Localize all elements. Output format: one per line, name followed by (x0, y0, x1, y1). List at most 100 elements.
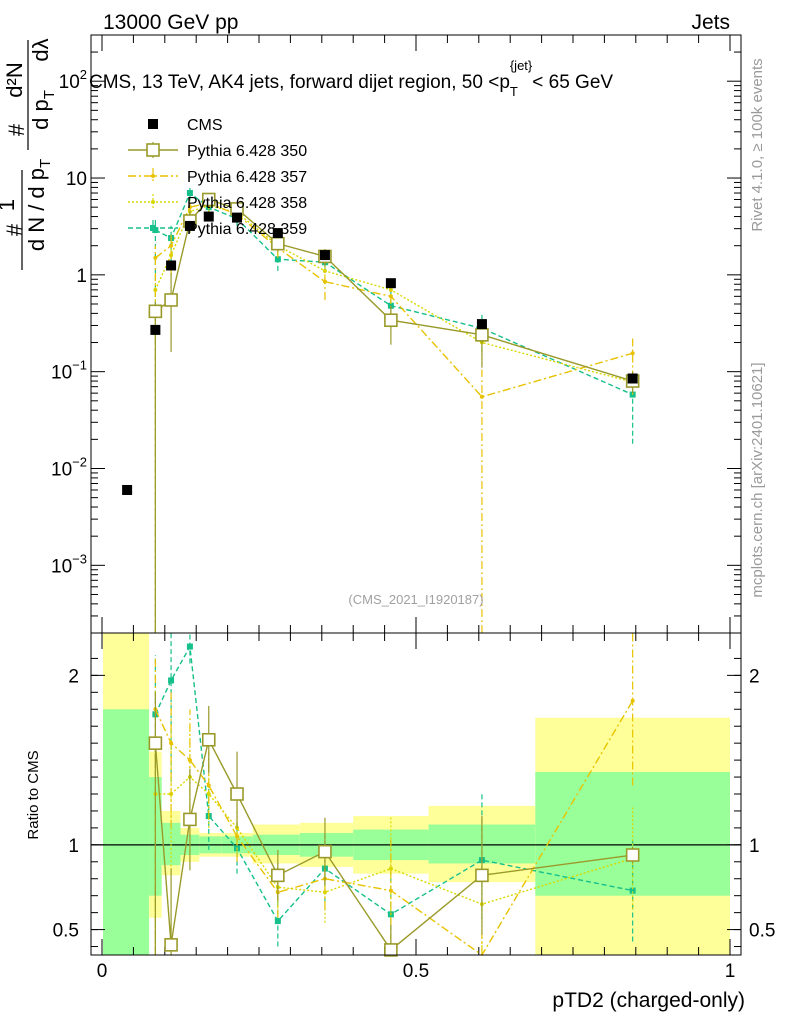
main-series-p357 (153, 198, 635, 633)
y-tick-exponent: 2 (80, 67, 87, 82)
main-point-cms (150, 324, 161, 335)
y-tick-base: 10 (51, 556, 72, 577)
ratio-point-p357 (169, 741, 174, 746)
ratio-point-p357 (630, 698, 635, 703)
y-tick-label: 10−1 (51, 358, 87, 384)
y-label-d2n: d²N (2, 62, 27, 97)
y-label-dl: dλ (28, 38, 53, 61)
main-point-cms (627, 373, 638, 384)
ratio-line-p358 (155, 776, 633, 905)
ratio-series-p350 (148, 692, 640, 957)
main-series-p359 (152, 186, 636, 633)
y-tick-base: 10 (59, 72, 80, 93)
y-label-hash-num: # (4, 123, 29, 136)
main-point-p357 (169, 243, 174, 248)
main-point-cms (184, 220, 195, 231)
main-point-p357 (388, 294, 393, 299)
ratio-y-tick-label-right: 2 (749, 666, 760, 687)
ratio-point-p359 (629, 887, 636, 894)
legend-entry: Pythia 6.428 357 (128, 168, 307, 186)
ratio-point-p350 (625, 848, 640, 862)
ratio-point-p350 (318, 844, 332, 859)
x-tick-label: 1 (725, 961, 736, 982)
ratio-frame (90, 632, 742, 956)
ratio-y-tick-label-left: 0.5 (53, 921, 79, 942)
legend-label: Pythia 6.428 350 (187, 143, 307, 160)
ratio-point-p358 (206, 792, 211, 796)
ratio-y-tick-label-left: 2 (68, 666, 79, 687)
legend-label: CMS (187, 117, 223, 134)
title-prefix: CMS, 13 TeV, AK4 jets, forward dijet reg… (89, 72, 510, 93)
ratio-point-p350 (183, 812, 197, 827)
main-series-layer (122, 186, 640, 633)
y-tick-base: 10 (51, 459, 72, 480)
ratio-point-p357 (187, 758, 192, 763)
ratio-y-tick-label-right: 1 (749, 836, 760, 857)
ratio-y-label: Ratio to CMS (25, 750, 42, 839)
legend-marker-cms (148, 119, 158, 129)
main-point-p358 (322, 268, 327, 273)
ratio-line-p359 (154, 644, 633, 923)
main-point-cms (385, 278, 396, 289)
y-label-one: 1 (0, 199, 19, 211)
legend-marker-p350 (146, 143, 160, 157)
main-point-p357 (153, 255, 158, 260)
ratio-point-p359 (186, 643, 193, 650)
ratio-band-green (103, 709, 150, 955)
legend: CMS Pythia 6.428 350 Pythia 6.428 357 Pythi… (128, 117, 307, 238)
main-point-p359 (186, 190, 193, 197)
ratio-panel: 0.5 0.5 1 1 2 2 0 0.5 1 Ratio to CMS (25, 632, 775, 982)
main-line-p350 (154, 198, 633, 382)
main-series-p358 (153, 200, 635, 633)
main-point-cms (476, 319, 487, 330)
ratio-point-p350 (230, 787, 244, 801)
ratio-point-p350 (271, 868, 285, 883)
y-label-hash: # (2, 223, 27, 236)
main-point-p350 (201, 192, 216, 207)
main-point-p350 (148, 304, 163, 319)
main-point-cms (166, 260, 177, 271)
main-point-p357 (187, 205, 192, 210)
legend-entry: CMS (148, 117, 223, 134)
main-point-cms (272, 228, 283, 239)
ratio-line-p357 (154, 700, 634, 957)
main-point-p358 (388, 287, 393, 292)
title-suffix: < 65 GeV (532, 72, 613, 93)
y-tick-exponent: −1 (72, 358, 87, 373)
main-point-p357 (322, 279, 327, 284)
title-sub: T (510, 84, 518, 99)
ratio-point-p357 (206, 783, 211, 788)
ratio-point-p359 (168, 677, 175, 684)
main-point-p350 (271, 236, 285, 251)
legend-label: Pythia 6.428 359 (187, 221, 307, 238)
ratio-point-p357 (388, 888, 393, 893)
main-series-cms (122, 211, 638, 495)
energy-label: 13000 GeV pp (103, 11, 238, 34)
y-tick-label: 102 (59, 67, 87, 93)
ratio-point-p357 (235, 834, 240, 839)
legend-entry: Pythia 6.428 350 (128, 142, 307, 160)
analysis-label: (CMS_2021_I1920187) (348, 592, 483, 607)
y-label-dpt-sub: T (41, 90, 58, 99)
main-point-p359 (274, 256, 281, 263)
ratio-line-p350 (154, 737, 633, 951)
main-line-p357 (154, 202, 633, 398)
y-label-dpt-text: d p (28, 99, 53, 130)
legend-entry: Pythia 6.428 358 (128, 194, 307, 212)
title-sup: {jet} (510, 58, 533, 73)
ratio-y-tick-label-right: 0.5 (749, 921, 775, 942)
ratio-point-p350 (384, 943, 398, 957)
y-label-dn: d N / d pT (24, 159, 54, 251)
ratio-point-p358 (388, 866, 393, 871)
ratio-point-p350 (201, 732, 216, 747)
y-label-dn-sub: T (37, 159, 54, 168)
y-tick-label: 1 (76, 266, 87, 287)
legend-label: Pythia 6.428 357 (187, 169, 307, 186)
ratio-point-p359 (274, 918, 281, 925)
x-axis-label: pTD2 (charged-only) (552, 989, 745, 1012)
ratio-bands (91, 633, 741, 955)
ratio-ticks: 0.5 0.5 1 1 2 2 0 0.5 1 (53, 633, 775, 982)
